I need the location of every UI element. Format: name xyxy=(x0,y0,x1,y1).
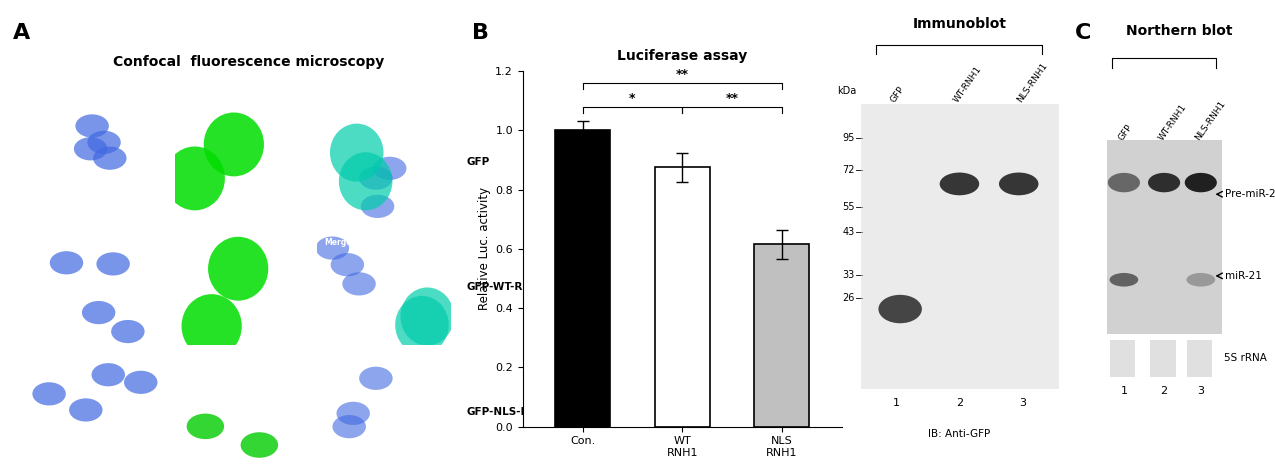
Ellipse shape xyxy=(87,131,121,154)
Text: 2: 2 xyxy=(1160,385,1168,396)
Text: Confocal  fluorescence microscopy: Confocal fluorescence microscopy xyxy=(113,55,384,69)
Title: Luciferase assay: Luciferase assay xyxy=(617,49,747,63)
Ellipse shape xyxy=(361,195,394,218)
Text: 5S rRNA: 5S rRNA xyxy=(1224,353,1267,364)
Ellipse shape xyxy=(333,415,366,438)
Text: 26: 26 xyxy=(843,292,854,303)
Bar xyxy=(755,245,810,427)
Bar xyxy=(555,130,609,427)
Text: kDa: kDa xyxy=(836,86,857,96)
Ellipse shape xyxy=(50,251,83,274)
Text: 2: 2 xyxy=(956,398,963,408)
Text: Merge: Merge xyxy=(324,363,352,372)
Ellipse shape xyxy=(400,287,454,346)
Ellipse shape xyxy=(124,371,158,394)
Ellipse shape xyxy=(181,294,242,358)
Ellipse shape xyxy=(1109,273,1139,287)
Bar xyxy=(655,167,709,427)
Ellipse shape xyxy=(1108,173,1140,192)
Text: 1: 1 xyxy=(892,398,900,408)
Ellipse shape xyxy=(241,432,278,458)
Ellipse shape xyxy=(32,382,66,405)
Text: DAPI: DAPI xyxy=(38,114,60,123)
Text: GFP: GFP xyxy=(1117,123,1133,142)
Ellipse shape xyxy=(374,157,407,180)
Ellipse shape xyxy=(111,320,144,343)
Text: 95: 95 xyxy=(843,133,854,144)
Ellipse shape xyxy=(339,152,393,210)
Ellipse shape xyxy=(330,253,365,276)
Ellipse shape xyxy=(97,252,130,275)
Text: NLS-RNH1: NLS-RNH1 xyxy=(1193,99,1228,142)
Bar xyxy=(1111,339,1135,377)
Ellipse shape xyxy=(208,237,268,301)
Text: **: ** xyxy=(725,92,738,105)
Ellipse shape xyxy=(93,146,126,170)
Ellipse shape xyxy=(1000,173,1038,195)
Text: GFP-NLS-RNH1: GFP-NLS-RNH1 xyxy=(467,407,553,417)
Bar xyxy=(1187,339,1213,377)
Text: A: A xyxy=(13,23,31,43)
Ellipse shape xyxy=(395,296,449,354)
Text: DAPI: DAPI xyxy=(38,238,60,247)
Text: DAPI: DAPI xyxy=(38,363,60,372)
Text: GFP: GFP xyxy=(181,238,199,247)
Text: Pre-miR-21: Pre-miR-21 xyxy=(1225,189,1275,199)
Ellipse shape xyxy=(360,367,393,390)
Text: NLS-RNH1: NLS-RNH1 xyxy=(1015,61,1049,104)
Ellipse shape xyxy=(75,114,108,137)
Text: miR-21: miR-21 xyxy=(1225,271,1262,281)
Text: Merge: Merge xyxy=(324,114,352,123)
Text: GFP: GFP xyxy=(181,363,199,372)
Ellipse shape xyxy=(878,295,922,323)
Ellipse shape xyxy=(316,237,349,260)
Text: Merge: Merge xyxy=(324,238,352,247)
Ellipse shape xyxy=(360,166,393,190)
Ellipse shape xyxy=(82,301,115,324)
Text: WT-RNH1: WT-RNH1 xyxy=(1156,102,1188,142)
Ellipse shape xyxy=(342,272,376,295)
Text: 43: 43 xyxy=(843,227,854,237)
Ellipse shape xyxy=(186,414,224,439)
Text: 33: 33 xyxy=(843,270,854,280)
Text: C: C xyxy=(1075,23,1091,43)
Ellipse shape xyxy=(1187,273,1215,287)
Ellipse shape xyxy=(940,173,979,195)
Text: B: B xyxy=(472,23,488,43)
Text: 3: 3 xyxy=(1019,398,1026,408)
Text: GFP: GFP xyxy=(181,114,199,123)
Bar xyxy=(1150,339,1176,377)
Ellipse shape xyxy=(1148,173,1181,192)
Ellipse shape xyxy=(164,146,224,210)
Text: WT-RNH1: WT-RNH1 xyxy=(952,64,983,104)
Text: 1: 1 xyxy=(1121,385,1127,396)
Text: 3: 3 xyxy=(1197,385,1205,396)
Ellipse shape xyxy=(92,363,125,386)
Ellipse shape xyxy=(330,124,384,182)
Text: **: ** xyxy=(676,68,688,82)
Ellipse shape xyxy=(1184,173,1216,192)
Text: *: * xyxy=(629,92,635,105)
Text: GFP: GFP xyxy=(889,85,907,104)
Y-axis label: Relative Luc. activity: Relative Luc. activity xyxy=(478,187,491,310)
Text: Northern blot: Northern blot xyxy=(1126,24,1233,38)
Text: 72: 72 xyxy=(843,164,854,175)
Text: Immunoblot: Immunoblot xyxy=(913,17,1006,31)
Ellipse shape xyxy=(74,137,107,160)
Text: IB: Anti-GFP: IB: Anti-GFP xyxy=(928,429,991,439)
Ellipse shape xyxy=(204,112,264,176)
Text: 55: 55 xyxy=(843,201,854,212)
Text: GFP-WT-RNH1: GFP-WT-RNH1 xyxy=(467,282,548,292)
Ellipse shape xyxy=(337,402,370,425)
Ellipse shape xyxy=(69,398,102,421)
Text: GFP: GFP xyxy=(467,157,490,167)
